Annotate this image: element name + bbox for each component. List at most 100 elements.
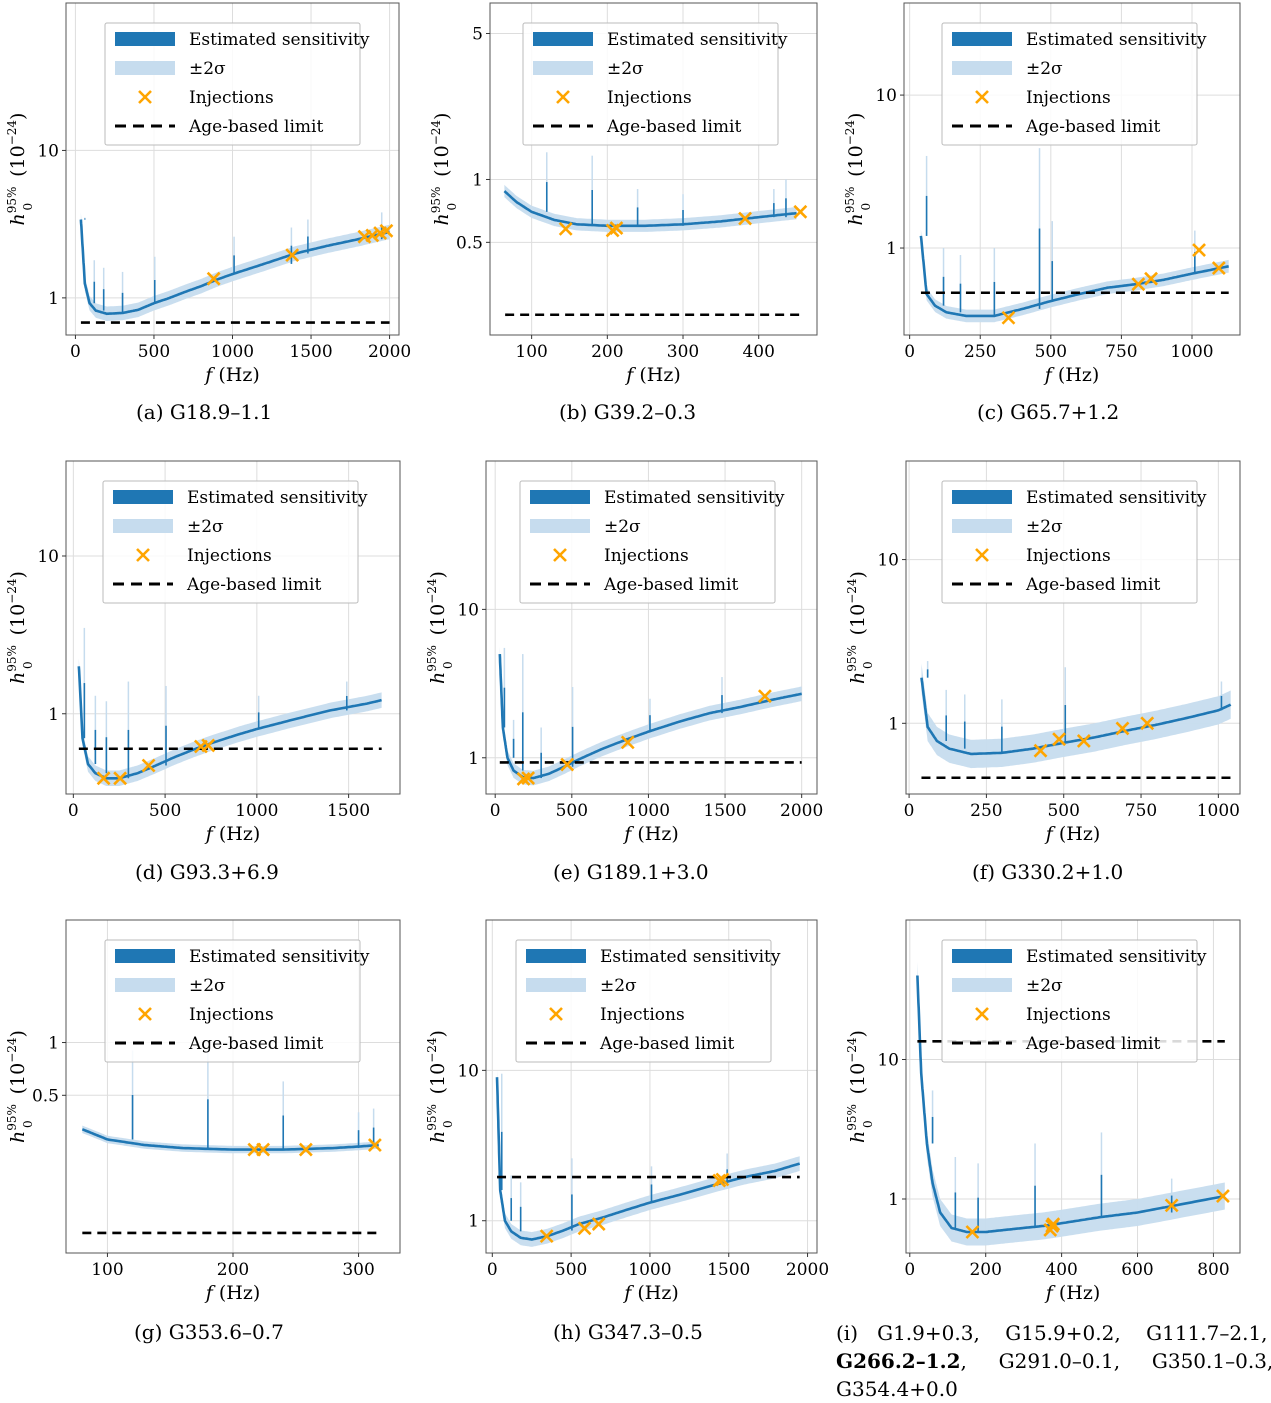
injection-marker — [1140, 716, 1155, 731]
injection-marker — [1033, 743, 1048, 758]
caption-h: (h) G347.3–0.5 — [553, 1320, 703, 1344]
y-tick-label: 1 — [468, 1212, 479, 1232]
injection-marker — [1001, 310, 1016, 325]
injection-marker — [1164, 1198, 1179, 1213]
legend-swatch-injection — [975, 548, 989, 562]
legend-label: ±2σ — [607, 59, 644, 79]
x-tick-label: 0 — [904, 801, 915, 821]
caption-i-line-3: G354.4+0.0 — [836, 1375, 1271, 1403]
legend-swatch-band — [115, 61, 175, 75]
axes-frame — [489, 2, 818, 336]
y-tick-label: 10 — [37, 547, 59, 567]
x-axis-label: f (Hz) — [622, 1282, 679, 1304]
injection-marker — [1052, 732, 1067, 747]
sensitivity-line — [498, 654, 802, 780]
x-tick-label: 600 — [1121, 1260, 1153, 1280]
x-tick-label: 250 — [970, 801, 1002, 821]
legend-box — [941, 939, 1198, 1063]
legend-label: ±2σ — [600, 976, 637, 996]
x-tick-label: 0 — [487, 1260, 498, 1280]
y-tick-label: 1 — [888, 1190, 899, 1210]
legend-swatch-sensitivity — [113, 490, 173, 504]
legend-label: ±2σ — [1026, 517, 1063, 537]
axes-frame — [905, 460, 1241, 795]
caption-g: (g) G353.6–0.7 — [134, 1320, 284, 1344]
y-tick-label: 10 — [877, 551, 899, 571]
legend-label: Injections — [189, 88, 274, 108]
legend-label: Estimated sensitivity — [1026, 30, 1207, 50]
legend-label: ±2σ — [1026, 59, 1063, 79]
sensitivity-line — [919, 235, 1229, 318]
caption-c: (c) G65.7+1.2 — [977, 400, 1120, 424]
y-tick-label: 10 — [875, 86, 897, 106]
injection-marker — [256, 1142, 271, 1157]
caption-i-label: (i) — [836, 1321, 859, 1345]
y-tick-label: 1 — [888, 714, 899, 734]
legend-swatch-band — [952, 61, 1012, 75]
legend-label: Age-based limit — [188, 117, 323, 137]
y-axis-label: h95% 0 (10−24) — [5, 113, 35, 226]
injection-marker — [558, 221, 573, 236]
y-axis-label: h95% 0 (10−24) — [429, 113, 459, 226]
x-axis-label: f (Hz) — [1044, 1282, 1101, 1304]
legend-label: Injections — [607, 88, 692, 108]
injection-marker — [620, 735, 635, 750]
legend: Estimated sensitivity ±2σ Injections Age-ba… — [104, 22, 370, 146]
injection-marker — [379, 223, 394, 238]
legend-swatch-injection — [138, 90, 152, 104]
caption-d: (d) G93.3+6.9 — [135, 860, 279, 884]
legend-label: Injections — [604, 546, 689, 566]
y-tick-label: 1 — [468, 749, 479, 769]
caption-i: (i) G1.9+0.3, G15.9+0.2, G111.7–2.1, G26… — [836, 1319, 1271, 1403]
legend-label: Age-based limit — [1025, 1034, 1160, 1054]
legend-label: Estimated sensitivity — [1026, 947, 1207, 967]
legend-swatch-injection — [549, 1007, 563, 1021]
injection-marker — [965, 1225, 980, 1239]
injection-marker — [560, 757, 575, 772]
y-axis-label: h95% 0 (10−24) — [5, 1030, 35, 1143]
x-axis-label: f (Hz) — [622, 823, 679, 845]
plot-area — [81, 1050, 382, 1235]
plot-area — [498, 646, 802, 786]
x-tick-label: 300 — [667, 342, 699, 362]
legend-swatch-sensitivity — [530, 490, 590, 504]
legend: Estimated sensitivity ±2σ Injections Age-ba… — [941, 22, 1207, 146]
legend-swatch-injection — [136, 548, 150, 562]
caption-b: (b) G39.2–0.3 — [559, 400, 697, 424]
legend-box — [941, 22, 1198, 146]
injection-marker — [206, 271, 221, 286]
x-axis-label: f (Hz) — [203, 364, 260, 386]
sensitivity-line — [79, 219, 390, 316]
legend-label: Injections — [600, 1005, 685, 1025]
y-tick-label: 5 — [472, 25, 483, 45]
caption-i-item: G291.0–0.1, — [998, 1349, 1121, 1373]
x-tick-label: 500 — [555, 1260, 587, 1280]
y-axis-label: h95% 0 (10−24) — [845, 571, 875, 684]
injection-marker — [1131, 277, 1146, 292]
legend-swatch-injection — [553, 548, 567, 562]
legend-swatch-band — [115, 978, 175, 992]
legend-label: Estimated sensitivity — [1026, 488, 1207, 508]
legend-label: Injections — [189, 1005, 274, 1025]
legend-swatch-injection — [975, 90, 989, 104]
x-axis-label: f (Hz) — [1043, 364, 1100, 386]
x-tick-label: 200 — [969, 1260, 1001, 1280]
y-tick-label: 0.5 — [32, 1086, 59, 1106]
injection-marker — [285, 248, 300, 263]
injection-marker — [539, 1229, 554, 1244]
legend: Estimated sensitivity ±2σ Injections Age-ba… — [104, 939, 370, 1063]
legend-swatch-band — [113, 519, 173, 533]
axes-frame — [65, 460, 401, 795]
caption-i-item: G1.9+0.3, — [877, 1321, 980, 1345]
caption-i-item-bold: G266.2–1.2 — [836, 1349, 961, 1373]
x-tick-label: 2000 — [780, 801, 823, 821]
legend-label: Age-based limit — [1025, 575, 1160, 595]
injection-marker — [1144, 271, 1158, 286]
sensitivity-line — [916, 975, 1226, 1234]
caption-i-item: G350.1–0.3, — [1151, 1349, 1271, 1373]
y-tick-label: 10 — [37, 141, 59, 161]
caption-f: (f) G330.2+1.0 — [972, 860, 1124, 884]
y-axis-label: h95% 0 (10−24) — [425, 571, 455, 684]
